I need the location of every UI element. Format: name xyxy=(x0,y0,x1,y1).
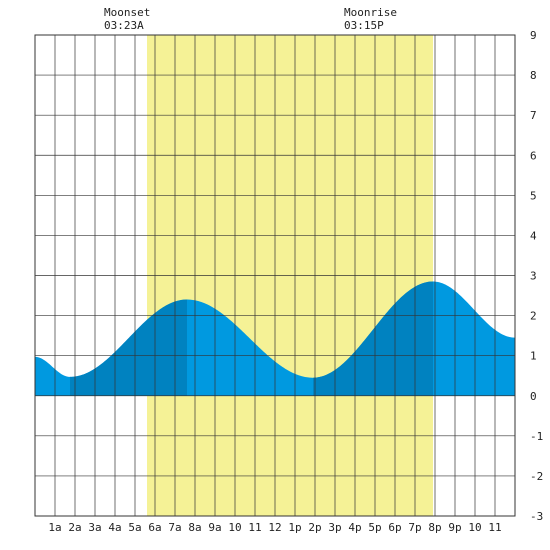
x-tick-label: 3p xyxy=(328,521,341,534)
y-tick-label: 1 xyxy=(530,350,537,363)
x-tick-label: 12 xyxy=(268,521,281,534)
x-tick-label: 3a xyxy=(88,521,101,534)
x-tick-label: 5a xyxy=(128,521,141,534)
x-tick-label: 7p xyxy=(408,521,421,534)
x-tick-label: 7a xyxy=(168,521,181,534)
y-tick-label: 8 xyxy=(530,69,537,82)
y-tick-label: 9 xyxy=(530,29,537,42)
x-tick-label: 10 xyxy=(468,521,481,534)
x-tick-label: 6a xyxy=(148,521,161,534)
plot-frame xyxy=(34,34,516,517)
moonset-label: Moonset xyxy=(104,6,150,19)
moonset-time: 03:23A xyxy=(104,19,144,32)
x-tick-label: 2a xyxy=(68,521,81,534)
x-tick-label: 10 xyxy=(228,521,241,534)
y-tick-label: 4 xyxy=(530,229,537,242)
y-tick-label: 5 xyxy=(530,189,537,202)
y-tick-label: -3 xyxy=(530,510,543,523)
x-tick-label: 1a xyxy=(48,521,61,534)
x-tick-label: 11 xyxy=(488,521,501,534)
x-tick-label: 9a xyxy=(208,521,221,534)
y-tick-label: -1 xyxy=(530,430,543,443)
y-tick-label: 3 xyxy=(530,270,537,283)
y-tick-label: -2 xyxy=(530,470,543,483)
x-tick-label: 9p xyxy=(448,521,461,534)
x-tick-label: 4p xyxy=(348,521,361,534)
x-tick-label: 11 xyxy=(248,521,261,534)
y-tick-label: 0 xyxy=(530,390,537,403)
y-tick-label: 2 xyxy=(530,310,537,323)
y-tick-label: 7 xyxy=(530,109,537,122)
x-tick-label: 5p xyxy=(368,521,381,534)
x-tick-label: 6p xyxy=(388,521,401,534)
x-tick-label: 4a xyxy=(108,521,121,534)
x-tick-label: 8a xyxy=(188,521,201,534)
x-tick-label: 8p xyxy=(428,521,441,534)
moonrise-label: Moonrise xyxy=(344,6,397,19)
x-tick-label: 1p xyxy=(288,521,301,534)
tide-rising-band-2 xyxy=(313,281,433,396)
tide-rising-band-1 xyxy=(70,299,187,396)
x-tick-label: 2p xyxy=(308,521,321,534)
y-tick-label: 6 xyxy=(530,149,537,162)
moonrise-time: 03:15P xyxy=(344,19,384,32)
